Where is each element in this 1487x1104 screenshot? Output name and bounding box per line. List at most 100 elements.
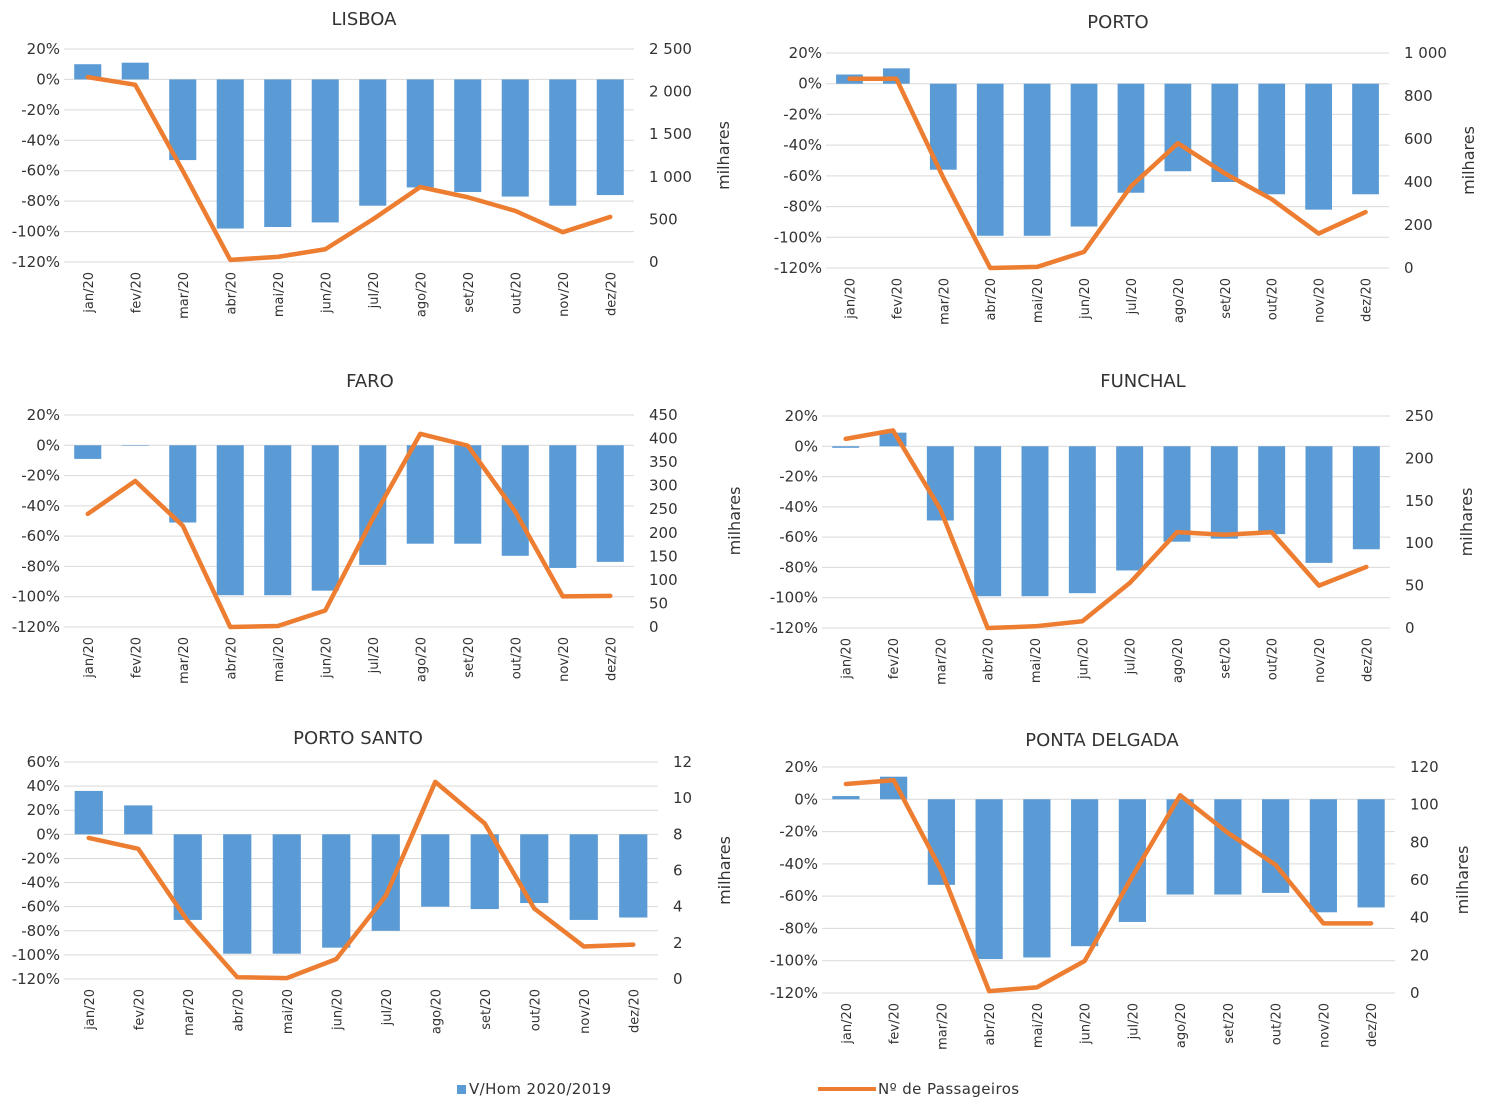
y-tick-label: -40% — [783, 136, 822, 154]
y2-tick-label: 80 — [1410, 833, 1429, 851]
bar — [74, 790, 103, 835]
x-tick-label: out/20 — [528, 989, 543, 1031]
y-tick-label: 0% — [794, 790, 818, 808]
y-tick-label: -40% — [21, 497, 60, 515]
y-tick-label: -20% — [21, 849, 60, 867]
x-tick-label: jul/20 — [1126, 1003, 1141, 1040]
y2-tick-label: 150 — [649, 547, 678, 565]
x-tick-label: fev/20 — [132, 989, 147, 1030]
x-tick-label: dez/20 — [604, 637, 619, 681]
x-tick-label: out/20 — [1266, 278, 1281, 320]
y2-tick-label: 1 000 — [1404, 44, 1447, 62]
y2-tick-label: 200 — [649, 524, 678, 542]
passenger-line — [85, 74, 613, 263]
x-tick-label: jun/20 — [330, 989, 345, 1031]
x-tick-label: jul/20 — [1125, 278, 1140, 315]
y2-axis-label: milhares — [715, 836, 734, 905]
y-tick-label: -120% — [770, 619, 818, 637]
y-tick-label: -100% — [12, 223, 60, 241]
x-tick-label: set/20 — [479, 989, 494, 1030]
y-tick-label: -60% — [21, 527, 60, 545]
y2-tick-label: 20 — [1410, 946, 1429, 964]
legend-bar-swatch — [457, 1084, 466, 1094]
legend-bar-label: V/Hom 2020/2019 — [469, 1080, 612, 1098]
bar — [1258, 83, 1286, 195]
y2-tick-label: 300 — [649, 477, 678, 495]
passenger-line — [85, 431, 613, 630]
bar — [406, 445, 434, 544]
x-tick-label: fev/20 — [888, 1003, 903, 1044]
y2-tick-label: 6 — [673, 862, 683, 880]
y2-tick-label: 0 — [649, 253, 659, 271]
y-tick-label: 0% — [36, 436, 60, 454]
bar — [406, 79, 434, 188]
y-tick-label: -60% — [21, 898, 60, 916]
y-tick-label: 0% — [798, 75, 822, 93]
bar — [975, 799, 1003, 960]
bar — [169, 445, 197, 523]
y-tick-label: -40% — [21, 131, 60, 149]
x-tick-label: set/20 — [1218, 638, 1233, 679]
bar — [1164, 83, 1192, 172]
legend-line: Nº de Passageiros — [818, 1080, 1020, 1098]
x-tick-label: dez/20 — [1360, 638, 1375, 682]
x-tick-label: nov/20 — [557, 637, 572, 682]
y-tick-label: -20% — [779, 823, 818, 841]
bar — [1068, 446, 1096, 594]
bar — [169, 79, 197, 161]
bar — [359, 79, 387, 206]
y-tick-label: -80% — [21, 922, 60, 940]
y-tick-label: -80% — [21, 192, 60, 210]
y2-axis-label: milhares — [1459, 126, 1478, 195]
x-tick-label: jan/20 — [83, 989, 98, 1031]
y-tick-label: -100% — [12, 946, 60, 964]
y2-tick-label: 2 500 — [649, 40, 692, 58]
bar — [216, 79, 244, 229]
y2-tick-label: 800 — [1404, 87, 1433, 105]
x-tick-label: mai/20 — [1029, 638, 1044, 683]
x-tick-label: nov/20 — [1313, 638, 1328, 683]
y2-tick-label: 350 — [649, 453, 678, 471]
x-tick-label: jan/20 — [840, 1003, 855, 1045]
bar — [1023, 799, 1051, 958]
x-tick-label: dez/20 — [604, 272, 619, 316]
y2-tick-label: 200 — [1404, 216, 1433, 234]
y-tick-label: -20% — [779, 468, 818, 486]
y-tick-label: -120% — [770, 984, 818, 1002]
y-tick-label: 60% — [27, 753, 60, 771]
x-tick-label: mar/20 — [937, 278, 952, 325]
x-tick-label: set/20 — [462, 272, 477, 313]
x-tick-label: jun/20 — [319, 637, 334, 679]
x-tick-label: mai/20 — [1031, 1003, 1046, 1048]
x-tick-label: abr/20 — [224, 272, 239, 315]
y2-tick-label: 200 — [1405, 449, 1434, 467]
bar — [974, 446, 1002, 597]
bar — [311, 79, 339, 223]
y2-tick-label: 450 — [649, 406, 678, 424]
y2-tick-label: 150 — [1405, 492, 1434, 510]
chart-lisboa: LISBOA 20% 0% -20% -40% -60% -80% -100% -120% 0 50… — [12, 9, 733, 319]
x-tick-label: jun/20 — [319, 272, 334, 314]
bar — [1210, 446, 1238, 539]
bar — [596, 79, 624, 196]
x-tick-label: fev/20 — [129, 272, 144, 313]
y2-tick-label: 1 000 — [649, 168, 692, 186]
y-tick-label: -40% — [779, 855, 818, 873]
y2-tick-label: 100 — [1405, 534, 1434, 552]
bar — [569, 834, 598, 920]
x-tick-label: set/20 — [1222, 1003, 1237, 1044]
bar — [1117, 83, 1145, 193]
bar — [596, 445, 624, 562]
y2-tick-label: 2 000 — [649, 83, 692, 101]
y2-tick-label: 0 — [649, 618, 659, 636]
x-tick-label: mai/20 — [281, 989, 296, 1034]
y2-axis-label: milhares — [725, 487, 744, 556]
bar — [1214, 799, 1242, 895]
x-tick-label: abr/20 — [982, 638, 997, 681]
bar — [549, 79, 577, 206]
y-tick-label: -80% — [779, 558, 818, 576]
bar — [832, 796, 860, 800]
y2-tick-label: 8 — [673, 825, 683, 843]
y2-tick-label: 50 — [649, 594, 668, 612]
x-tick-label: jul/20 — [367, 272, 382, 309]
